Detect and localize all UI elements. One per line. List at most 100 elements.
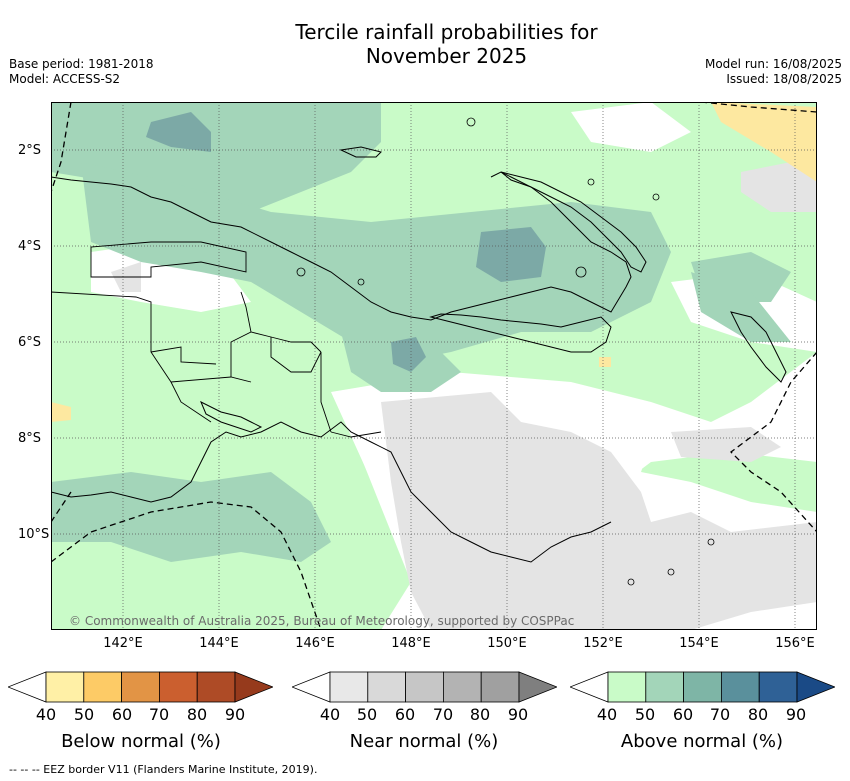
lon-label-152e: 152°E [583,636,623,651]
lon-label-142e: 142°E [103,636,143,651]
island-3 [652,193,660,201]
colorbar-swatch [121,671,160,703]
above-60-region-central [81,162,671,362]
near-tick-80: 80 [469,705,491,724]
new-britain-coast [429,313,612,353]
colorbar-swatch [405,671,444,703]
issued-date: Issued: 18/08/2025 [726,72,842,86]
title-line-1: Tercile rainfall probabilities for [295,20,598,44]
manus-coast [339,146,382,158]
colorbar-near-title: Near normal (%) [349,731,499,752]
near-tick-60: 60 [394,705,416,724]
below-normal-region-west [51,402,71,422]
border-8 [320,352,332,433]
fly-river-coast [200,400,263,433]
colorbar-swatch [645,671,685,703]
above-60-region-east2 [691,272,791,342]
lon-label-150e: 150°E [487,636,527,651]
lat-label-6s: 6°S [18,335,42,350]
bougainville-coast [730,311,787,383]
neutral-gap-2 [571,102,691,152]
border-1 [90,241,247,278]
lat-label-2s: 2°S [18,143,42,158]
lon-label-154e: 154°E [679,636,719,651]
above-tick-90: 90 [785,705,807,724]
border-3 [150,346,217,365]
colorbar-swatch [83,671,123,703]
probability-map [51,102,817,630]
colorbar-under-triangle [570,671,609,703]
colorbar-swatch [683,671,722,703]
island-9 [667,568,675,576]
colorbar-swatch [480,671,520,703]
above-tick-60: 60 [672,705,694,724]
lon-label-144e: 144°E [199,636,239,651]
colorbar-under-triangle [8,671,47,703]
lon-label-148e: 148°E [391,636,431,651]
border-7 [270,337,322,373]
gridlines [51,102,817,630]
colorbar-under-triangle [292,671,331,703]
colorbar-swatch [367,671,407,703]
colorbar-above-normal [570,671,835,703]
island-8 [627,578,635,586]
below-normal-region-ne [711,102,817,182]
above-tick-50: 50 [634,705,656,724]
southern-coast [51,421,612,563]
lon-label-146e: 146°E [295,636,335,651]
island-7 [707,538,715,546]
below-normal-region-small [599,357,611,367]
below-tick-60: 60 [111,705,133,724]
colorbar-swatch [45,671,85,703]
colorbar-below-swatches [8,671,273,703]
map-title: Tercile rainfall probabilities for Novem… [0,20,850,68]
colorbar-below-normal [8,671,273,703]
eez-north [51,102,72,193]
colorbar-swatch [329,671,369,703]
meta-right: Model run: 16/08/2025 Issued: 18/08/2025 [705,57,842,87]
colorbar-near-normal [292,671,557,703]
province-borders [51,241,382,438]
island-5 [357,278,365,286]
colorbar-swatch [442,671,482,703]
eez-northeast [700,102,817,113]
eez-footnote: -- -- -- EEZ border V11 (Flanders Marine… [9,763,318,776]
island-2 [587,178,595,186]
below-tick-90: 90 [224,705,246,724]
title-line-2: November 2025 [365,44,528,68]
islands [296,117,715,586]
colorbar-over-triangle [518,671,557,703]
coastlines [51,146,787,563]
near-normal-region-east [741,162,817,212]
colorbar-over-triangle [234,671,273,703]
model-name: Model: ACCESS-S2 [9,72,121,86]
below-tick-70: 70 [148,705,170,724]
new-ireland-coast [500,171,647,273]
colorbar-near-swatches [292,671,557,703]
below-tick-40: 40 [35,705,57,724]
lat-label-10s: 10°S [18,527,50,542]
colorbar-below-title: Below normal (%) [61,731,221,752]
eez-east [730,351,817,533]
island-1 [466,117,476,127]
colorbar-over-triangle [796,671,835,703]
colorbar-swatch [607,671,647,703]
eez-west [51,491,72,523]
above-60-region [51,102,381,212]
above-70-region-south [391,337,426,372]
colorbar-above-title: Above normal (%) [620,731,784,752]
near-tick-90: 90 [507,705,529,724]
model-run: Model run: 16/08/2025 [704,57,842,71]
colorbar-swatch [158,671,198,703]
new-guinea-coast [51,171,632,321]
above-tick-70: 70 [709,705,731,724]
above-70-region-north [146,112,211,152]
island-6 [575,266,587,278]
lat-label-4s: 4°S [18,239,42,254]
border-9 [330,431,382,438]
lon-label-156e: 156°E [775,636,815,651]
base-period: Base period: 1981-2018 [9,57,154,71]
map-frame [51,102,817,630]
colorbar-swatch [758,671,798,703]
eez-borders [51,102,817,630]
